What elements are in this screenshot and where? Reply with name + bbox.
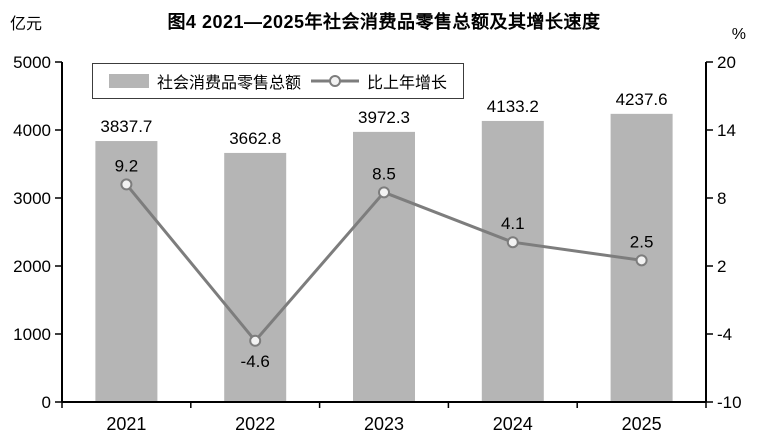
chart-title: 图4 2021—2025年社会消费品零售总额及其增长速度 [167,12,601,32]
line-marker-2024 [506,236,519,249]
right-axis-unit-label: % [731,26,746,43]
svg-text:1000: 1000 [13,325,51,344]
svg-text:8: 8 [717,189,726,208]
svg-text:4.1: 4.1 [501,214,525,233]
svg-text:2021: 2021 [106,414,146,434]
svg-text:4237.6: 4237.6 [616,90,668,109]
svg-text:8.5: 8.5 [372,164,396,183]
svg-text:3972.3: 3972.3 [358,108,410,127]
svg-text:14: 14 [717,121,736,140]
svg-text:2022: 2022 [235,414,275,434]
svg-text:4133.2: 4133.2 [487,97,539,116]
line-marker-2025 [635,254,648,267]
svg-text:2023: 2023 [364,414,404,434]
left-axis-unit-label: 亿元 [10,16,43,33]
bar-2023 [353,131,415,402]
bar-2024 [481,120,544,403]
line-marker-2021 [120,178,133,191]
svg-text:4000: 4000 [13,121,51,140]
svg-text:2024: 2024 [493,414,533,434]
svg-text:-4: -4 [717,325,732,344]
svg-text:20: 20 [717,53,736,72]
svg-text:9.2: 9.2 [115,156,139,175]
svg-text:2025: 2025 [622,414,662,434]
svg-text:2: 2 [717,257,726,276]
legend: 社会消费品零售总额 比上年增长 [92,63,465,99]
legend-item-line: 比上年增长 [311,69,447,93]
svg-text:3000: 3000 [13,189,51,208]
line-series-swatch [311,75,360,87]
legend-item-bar: 社会消费品零售总额 [109,69,301,93]
svg-text:0: 0 [42,393,51,412]
svg-text:2000: 2000 [13,257,51,276]
legend-line-label: 比上年增长 [367,75,448,92]
svg-text:5000: 5000 [13,53,51,72]
line-marker-2022 [249,334,262,347]
svg-text:-10: -10 [717,393,742,412]
svg-text:3837.7: 3837.7 [100,117,152,136]
line-marker-2023 [378,186,390,199]
svg-text:3662.8: 3662.8 [229,129,281,148]
bar-series-swatch [109,74,149,88]
legend-bar-label: 社会消费品零售总额 [157,75,302,92]
svg-text:2.5: 2.5 [630,232,654,251]
svg-text:-4.6: -4.6 [241,352,270,371]
bar-2022 [224,152,287,402]
